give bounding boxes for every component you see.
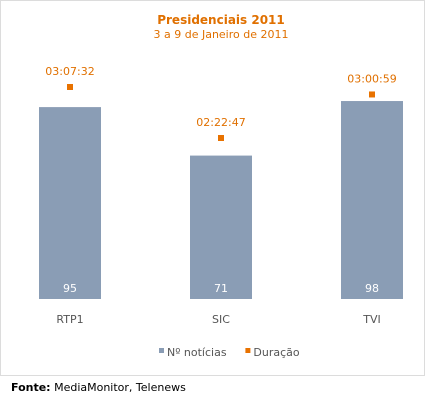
bar-value-label: 98 <box>365 282 379 295</box>
bar-tvi <box>341 101 403 299</box>
chart-subtitle: 3 a 9 de Janeiro de 2011 <box>153 28 288 41</box>
duration-label: 03:07:32 <box>45 65 94 78</box>
chart-title: Presidenciais 2011 <box>157 13 285 27</box>
bar-value-label: 95 <box>63 282 77 295</box>
chart-svg: Presidenciais 2011 3 a 9 de Janeiro de 2… <box>39 13 403 359</box>
bar-sic <box>190 155 252 299</box>
source-text: MediaMonitor, Telenews <box>54 381 186 394</box>
category-label-tvi: TVI <box>362 313 381 326</box>
legend-swatch-0 <box>159 348 164 353</box>
duration-point-sic <box>218 135 224 141</box>
duration-point-rtp1 <box>67 84 73 90</box>
category-label-sic: SIC <box>212 313 230 326</box>
duration-label: 03:00:59 <box>347 72 396 85</box>
chart-area: Presidenciais 2011 3 a 9 de Janeiro de 2… <box>0 0 425 376</box>
source-label: Fonte: <box>11 381 51 394</box>
legend-label-1: Duração <box>253 346 299 359</box>
duration-point-tvi <box>369 91 375 98</box>
category-label-rtp1: RTP1 <box>56 313 83 326</box>
legend: Nº notícias Duração <box>159 346 300 359</box>
bar-value-label: 71 <box>214 282 228 295</box>
source-note: Fonte: MediaMonitor, Telenews <box>11 381 186 394</box>
legend-label-0: Nº notícias <box>167 346 227 359</box>
duration-label: 02:22:47 <box>196 116 245 129</box>
bar-rtp1 <box>39 107 101 299</box>
legend-swatch-1 <box>245 348 251 353</box>
